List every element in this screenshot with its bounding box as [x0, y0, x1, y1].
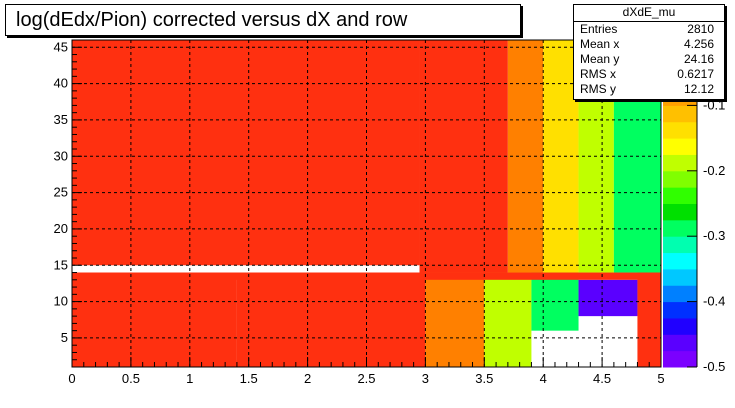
palette-cell-1	[663, 334, 697, 352]
y-tick-label: 25	[54, 185, 68, 200]
heatmap-region-7	[236, 272, 426, 367]
stats-row-rms-y: RMS y 12.12	[574, 82, 724, 97]
palette-cell-5	[663, 268, 697, 286]
x-tick-label: 3.5	[475, 371, 493, 386]
stats-value: 2810	[687, 22, 714, 36]
stats-value: 4.256	[683, 37, 714, 51]
x-tick-label: 2.5	[357, 371, 375, 386]
x-tick-label: 5	[657, 371, 664, 386]
palette-cell-4	[663, 285, 697, 303]
heatmap-region-9	[484, 272, 532, 367]
z-tick-label: -0.4	[703, 294, 725, 309]
palette-cell-9	[663, 203, 697, 221]
z-tick-label: -0.5	[703, 359, 725, 374]
x-tick-label: 4.5	[593, 371, 611, 386]
heatmap-region-12	[637, 272, 661, 367]
y-tick-label: 10	[54, 294, 68, 309]
stats-row-entries: Entries 2810	[574, 22, 724, 37]
stats-value: 12.12	[683, 82, 714, 96]
plot-title-box: log(dEdx/Pion) corrected versus dX and r…	[5, 4, 521, 36]
stats-rows: Entries 2810 Mean x 4.256 Mean y 24.16 RMS x 0.…	[574, 22, 724, 97]
y-tick-label: 30	[54, 148, 68, 163]
stats-key: Mean y	[580, 52, 620, 66]
palette-cell-13	[663, 138, 697, 155]
stats-name: dXdE_mu	[574, 5, 724, 22]
x-tick-label: 2	[304, 371, 311, 386]
palette-cell-14	[663, 121, 697, 139]
palette-cell-6	[663, 252, 697, 270]
palette-cell-11	[663, 170, 697, 188]
z-tick-label: -0.1	[703, 97, 725, 112]
stats-value: 24.16	[683, 52, 714, 66]
y-tick-label: 15	[54, 257, 68, 272]
heatmap-region-8	[425, 272, 485, 367]
palette-cell-2	[663, 317, 697, 335]
stats-row-mean-y: Mean y 24.16	[574, 52, 724, 67]
x-tick-label: 1	[186, 371, 193, 386]
stats-key: RMS x	[580, 67, 616, 81]
z-tick-label: -0.2	[703, 163, 725, 178]
y-tick-label: 45	[54, 39, 68, 54]
stats-value: 0.6217	[677, 67, 714, 81]
y-tick-label: 35	[54, 112, 68, 127]
x-tick-label: 0.5	[122, 371, 140, 386]
x-tick-label: 1.5	[240, 371, 258, 386]
plot-title: log(dEdx/Pion) corrected versus dX and r…	[16, 9, 408, 31]
y-tick-label: 5	[61, 330, 68, 345]
palette-cell-12	[663, 154, 697, 172]
stats-key: Mean x	[580, 37, 620, 51]
stats-row-mean-x: Mean x 4.256	[574, 37, 724, 52]
x-tick-label: 0	[68, 371, 75, 386]
y-tick-label: 40	[54, 76, 68, 91]
stats-row-rms-x: RMS x 0.6217	[574, 67, 724, 82]
palette-cell-10	[663, 187, 697, 204]
heatmap-region-11	[578, 279, 638, 317]
y-tick-label: 20	[54, 221, 68, 236]
stats-box: dXdE_mu Entries 2810 Mean x 4.256 Mean y 24.1…	[573, 4, 725, 100]
palette-cell-15	[663, 105, 697, 123]
heatmap-region-2	[507, 40, 544, 273]
z-tick-label: -0.3	[703, 228, 725, 243]
x-tick-label: 3	[422, 371, 429, 386]
heatmap-region-0	[72, 40, 420, 266]
palette-cell-0	[663, 350, 697, 368]
palette-cell-3	[663, 301, 697, 319]
palette-cell-7	[663, 236, 697, 254]
heatmap-region-6	[72, 272, 237, 367]
stats-key: Entries	[580, 22, 618, 36]
palette-cell-8	[663, 219, 697, 237]
x-tick-label: 4	[540, 371, 547, 386]
stats-key: RMS y	[580, 82, 616, 96]
